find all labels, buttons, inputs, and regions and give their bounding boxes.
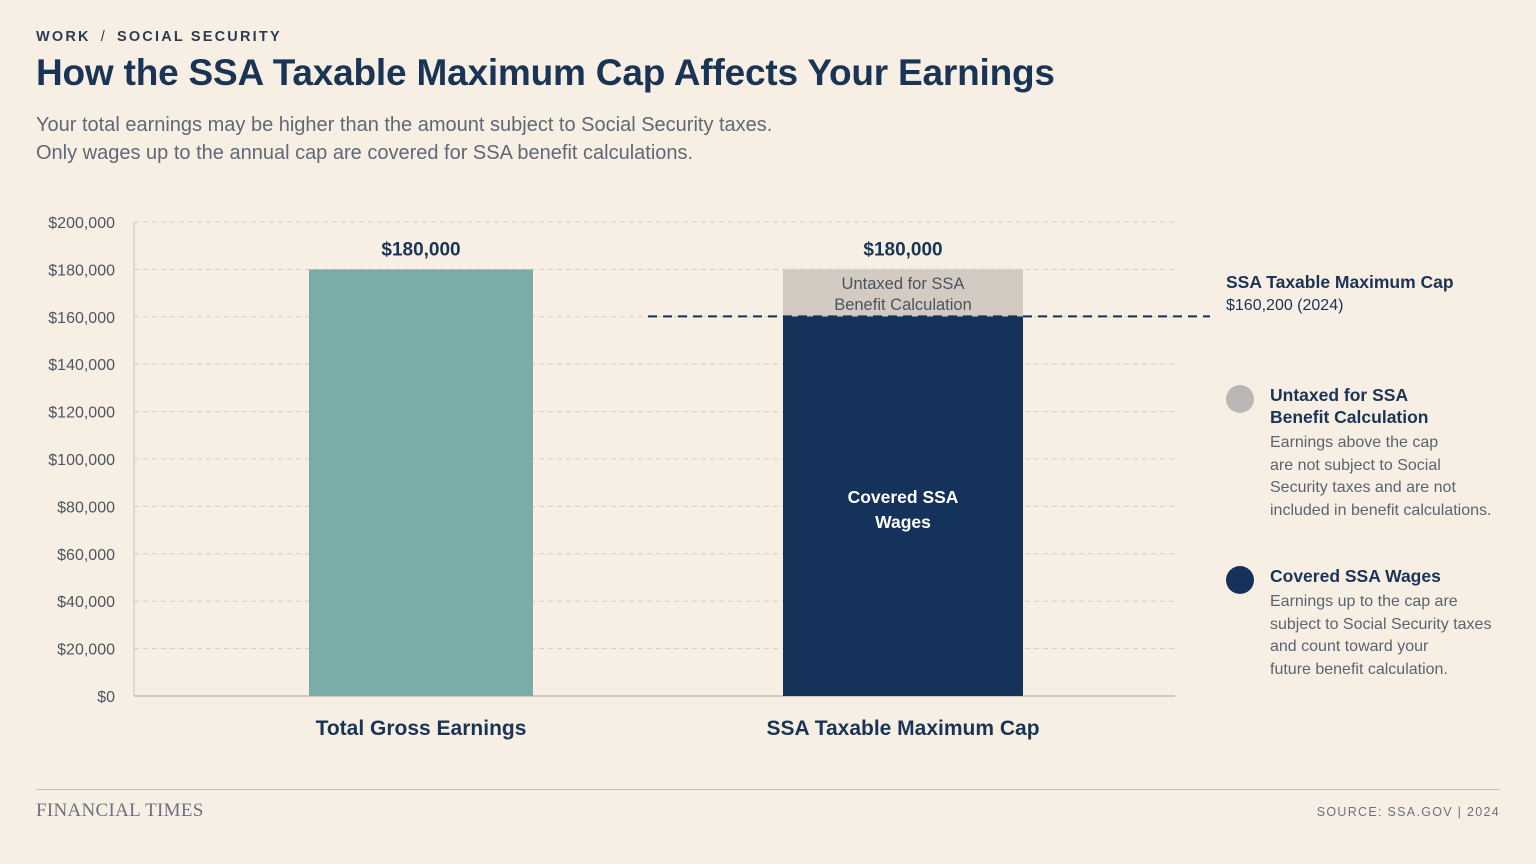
bar-value-label: $180,000: [863, 239, 942, 260]
cap-annotation-value: $160,200 (2024): [1226, 297, 1344, 314]
y-tick-label: $100,000: [48, 452, 115, 469]
subtitle-line-1: Your total earnings may be higher than t…: [36, 114, 773, 136]
y-tick-label: $40,000: [57, 594, 115, 611]
legend-desc-line: included in benefit calculations.: [1270, 501, 1492, 519]
source-note: SOURCE: SSA.GOV | 2024: [1316, 805, 1500, 819]
legend-title-covered: Covered SSA Wages: [1270, 566, 1441, 586]
y-tick-label: $120,000: [48, 405, 115, 422]
page-title: How the SSA Taxable Maximum Cap Affects …: [36, 52, 1055, 93]
legend-description-covered: Earnings up to the cap are subject to So…: [1270, 591, 1532, 681]
subtitle-line-2: Only wages up to the annual cap are cove…: [36, 142, 694, 164]
breadcrumb-section[interactable]: WORK: [36, 29, 91, 45]
segment-label-untaxed: Benefit Calculation: [834, 296, 972, 314]
legend-desc-line: are not subject to Social: [1270, 456, 1441, 474]
legend-title-untaxed-line-2: Benefit Calculation: [1270, 407, 1429, 427]
legend-swatch-covered: [1226, 566, 1254, 594]
cap-annotation-title: SSA Taxable Maximum Cap: [1226, 272, 1454, 292]
cap-annotation: SSA Taxable Maximum Cap $160,200 (2024): [1226, 272, 1454, 315]
legend-desc-line: Security taxes and are not: [1270, 479, 1456, 496]
legend-swatch-untaxed: [1226, 385, 1254, 413]
y-tick-label: $180,000: [48, 262, 115, 279]
footer-divider: [36, 789, 1500, 790]
legend-desc-line: and count toward your: [1270, 638, 1429, 655]
bar-untaxed-2: [783, 269, 1023, 317]
segment-label-covered: Wages: [875, 512, 931, 532]
legend-desc-line: Earnings above the cap: [1270, 434, 1439, 451]
y-tick-label: $80,000: [57, 499, 115, 516]
breadcrumb: WORK / SOCIAL SECURITY: [36, 29, 282, 45]
bar-value-label: $180,000: [381, 239, 460, 260]
y-tick-label: $20,000: [57, 642, 115, 659]
y-tick-label: $140,000: [48, 357, 115, 374]
breadcrumb-subsection[interactable]: SOCIAL SECURITY: [116, 29, 282, 45]
legend-title-untaxed: Untaxed for SSA Benefit Calculation: [1270, 384, 1532, 428]
page-subtitle: Your total earnings may be higher than t…: [36, 111, 772, 167]
x-category-label: Total Gross Earnings: [316, 717, 527, 740]
legend-desc-line: subject to Social Security taxes: [1270, 615, 1492, 633]
legend-title-untaxed-line-1: Untaxed for SSA: [1270, 385, 1409, 405]
bar-covered-2: [783, 316, 1023, 696]
breadcrumb-separator: /: [100, 29, 107, 45]
y-tick-label: $60,000: [57, 547, 115, 564]
legend-desc-line: future benefit calculation.: [1270, 660, 1448, 678]
y-tick-label: $200,000: [48, 215, 115, 232]
x-category-label: SSA Taxable Maximum Cap: [766, 717, 1039, 740]
segment-label-untaxed: Untaxed for SSA: [842, 275, 965, 293]
legend-description-untaxed: Earnings above the cap are not subject t…: [1270, 432, 1532, 522]
y-tick-label: $160,000: [48, 310, 115, 327]
legend-desc-line: Earnings up to the cap are: [1270, 593, 1458, 610]
bar-covered-1: [309, 269, 533, 696]
brand-logo[interactable]: FINANCIAL TIMES: [36, 800, 204, 821]
segment-label-covered: Covered SSA: [848, 487, 959, 507]
y-tick-label: $0: [97, 689, 115, 706]
